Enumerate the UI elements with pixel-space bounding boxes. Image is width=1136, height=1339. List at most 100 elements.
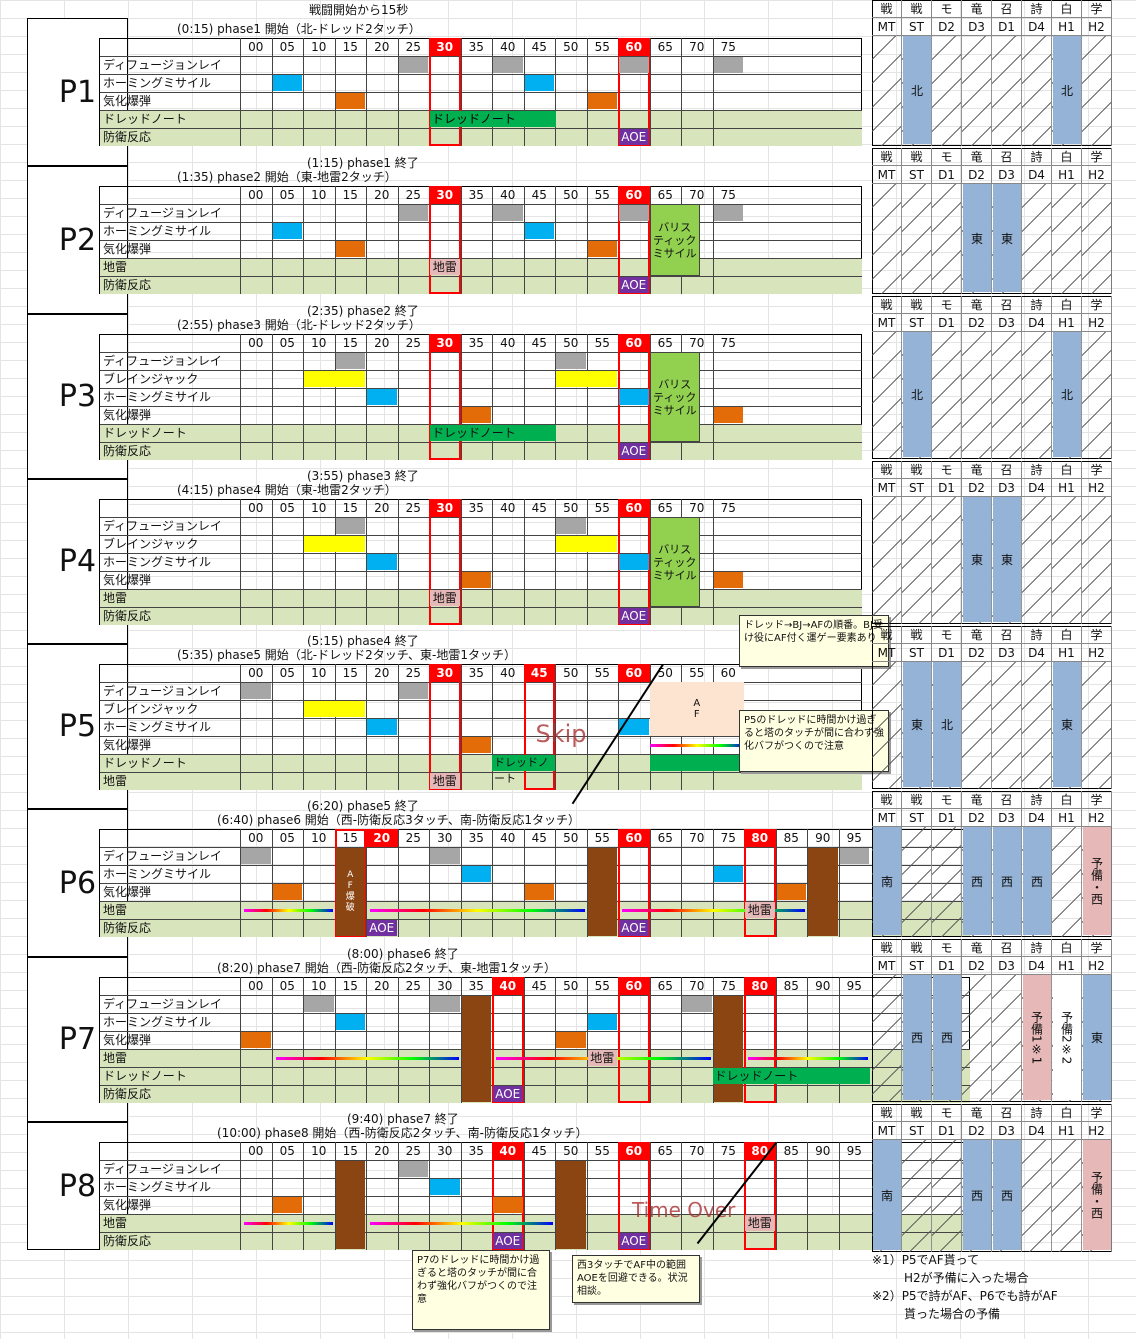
col-line bbox=[460, 977, 462, 1103]
row-label: ホーミングミサイル bbox=[103, 224, 212, 238]
time-label: 50 bbox=[563, 979, 579, 993]
highlight-column bbox=[618, 186, 650, 294]
position-label: D4 bbox=[1022, 644, 1052, 662]
highlight-column bbox=[744, 977, 776, 1103]
time-label: 50 bbox=[563, 1144, 579, 1158]
row-line bbox=[100, 589, 862, 590]
job-label: 戦 bbox=[902, 0, 932, 18]
mechanic-cell bbox=[524, 884, 554, 900]
time-label: 60 bbox=[618, 829, 650, 847]
mechanic-cell bbox=[272, 75, 302, 91]
time-label: 20 bbox=[374, 666, 390, 680]
row-label: 気化爆弾 bbox=[103, 738, 152, 752]
role-col bbox=[1052, 1140, 1082, 1252]
row-bg bbox=[100, 442, 862, 460]
row-line bbox=[100, 1196, 970, 1197]
aoe-mark: AOE bbox=[619, 129, 649, 145]
role-col bbox=[1052, 184, 1082, 294]
role-col bbox=[902, 1140, 932, 1252]
position-label: D2 bbox=[962, 1122, 992, 1140]
mechanic-cell bbox=[713, 205, 743, 221]
time-label: 65 bbox=[657, 188, 673, 202]
time-label: 60 bbox=[618, 186, 650, 204]
job-label: 詩 bbox=[1022, 1104, 1052, 1122]
col-line bbox=[303, 977, 304, 1103]
job-label: 召 bbox=[992, 1104, 1022, 1122]
role-col bbox=[872, 184, 902, 294]
col-line bbox=[492, 664, 493, 790]
row-line bbox=[100, 128, 862, 129]
position-label: D4 bbox=[1022, 1122, 1052, 1140]
highlight-column bbox=[744, 829, 776, 937]
col-line bbox=[523, 334, 525, 460]
row-line bbox=[100, 772, 862, 773]
col-line bbox=[271, 977, 273, 1103]
note-p5-dread: P5のドレッドに時間かけ過ぎると塔のタッチが間に合わず強化バフがつくので注意 bbox=[739, 710, 889, 772]
mechanic-cell bbox=[493, 57, 523, 73]
row-label: ホーミングミサイル bbox=[103, 1180, 212, 1194]
mechanic-cell bbox=[272, 884, 302, 900]
ballistic-text: ティック bbox=[653, 390, 697, 404]
position-label: D2 bbox=[962, 166, 992, 184]
position-label: D1 bbox=[932, 314, 962, 332]
job-label: 戦 bbox=[872, 626, 902, 644]
time-label: 35 bbox=[468, 666, 484, 680]
row-label: 防衛反応 bbox=[103, 278, 152, 292]
row-line bbox=[100, 1160, 970, 1161]
time-label: 25 bbox=[405, 188, 421, 202]
role-col bbox=[1022, 36, 1052, 146]
row-label: ディフュージョンレイ bbox=[103, 206, 222, 220]
mine-mark: 地雷 bbox=[430, 590, 460, 606]
mechanic-cell bbox=[304, 996, 334, 1012]
time-label: 35 bbox=[468, 979, 484, 993]
time-label: 00 bbox=[248, 831, 264, 845]
time-label: 65 bbox=[657, 40, 673, 54]
row-line bbox=[100, 607, 862, 608]
aoe-mark: AOE bbox=[619, 608, 649, 624]
time-label: 05 bbox=[279, 979, 295, 993]
assignment-block: 北 bbox=[903, 36, 931, 144]
job-label: 戦 bbox=[872, 296, 902, 314]
time-label: 55 bbox=[594, 979, 610, 993]
time-label: 45 bbox=[531, 336, 547, 350]
row-line bbox=[100, 1049, 970, 1050]
time-label: 55 bbox=[594, 666, 610, 680]
aoe-mark: AOE bbox=[619, 277, 649, 293]
time-label: 45 bbox=[531, 979, 547, 993]
mechanic-cell bbox=[241, 848, 271, 864]
position-label: ST bbox=[902, 1122, 932, 1140]
row-label: 気化爆弾 bbox=[103, 242, 152, 256]
time-label: 35 bbox=[468, 1144, 484, 1158]
job-label: 召 bbox=[992, 626, 1022, 644]
row-label: ホーミングミサイル bbox=[103, 390, 212, 404]
job-label: 戦 bbox=[872, 939, 902, 957]
col-line bbox=[366, 499, 367, 625]
mechanic-cell bbox=[619, 719, 649, 735]
role-col bbox=[932, 36, 962, 146]
time-label: 25 bbox=[405, 336, 421, 350]
time-over-label: Time Over bbox=[632, 1198, 736, 1222]
time-label: 55 bbox=[594, 831, 610, 845]
time-label: 35 bbox=[468, 40, 484, 54]
assignment-block: 北 bbox=[903, 332, 931, 457]
time-label: 30 bbox=[429, 38, 461, 56]
time-label: 30 bbox=[429, 499, 461, 517]
ballistic-text: ティック bbox=[653, 555, 697, 569]
job-label: 竜 bbox=[962, 296, 992, 314]
col-line bbox=[838, 977, 840, 1103]
time-label: 05 bbox=[279, 188, 295, 202]
time-label: 70 bbox=[689, 501, 705, 515]
mechanic-cell bbox=[398, 205, 428, 221]
position-label: H2 bbox=[1082, 166, 1112, 184]
footnote-line: 貰った場合の予備 bbox=[904, 1307, 1001, 1321]
position-label: H2 bbox=[1082, 957, 1112, 975]
col-line bbox=[555, 977, 556, 1103]
highlight-column bbox=[334, 829, 366, 937]
mechanic-cell bbox=[398, 683, 428, 699]
role-col bbox=[962, 975, 992, 1102]
time-label: 75 bbox=[720, 979, 736, 993]
time-label: 40 bbox=[500, 40, 516, 54]
mechanic-cell bbox=[619, 57, 649, 73]
mechanic-cell bbox=[461, 866, 491, 882]
